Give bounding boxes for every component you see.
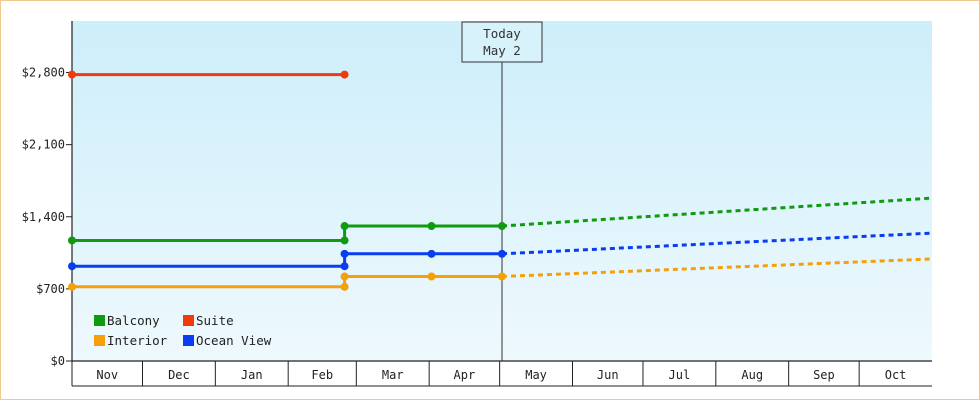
balcony-point — [340, 222, 349, 231]
suite-legend-swatch — [183, 315, 194, 326]
ocean-view-point — [427, 249, 436, 258]
y-tick-label: $0 — [51, 354, 65, 368]
y-tick-label: $700 — [36, 282, 65, 296]
ocean-view-point — [498, 249, 506, 258]
ocean-view-legend-label: Ocean View — [196, 333, 272, 348]
series-layer — [68, 70, 930, 291]
interior-point — [427, 272, 436, 281]
x-tick-label: Aug — [741, 368, 763, 382]
x-tick-label: Nov — [96, 368, 118, 382]
x-tick-label: Jul — [669, 368, 691, 382]
ocean-view-point — [340, 262, 349, 271]
interior-point — [498, 272, 506, 281]
ocean-view-point — [340, 249, 349, 258]
x-tick-label: Mar — [382, 368, 404, 382]
interior-legend-label: Interior — [107, 333, 168, 348]
today-label: Today — [483, 26, 521, 41]
today-date: May 2 — [483, 43, 521, 58]
today-box — [461, 21, 543, 63]
x-axis: Nov Dec Jan Feb Mar Apr May Jun Jul Aug Sep Oct — [71, 360, 932, 387]
today-marker: Today May 2 — [461, 21, 543, 361]
ocean-view-point — [68, 262, 76, 271]
x-tick-label: Jan — [241, 368, 263, 382]
balcony-point — [340, 236, 349, 245]
y-tick-label: $2,800 — [22, 66, 65, 80]
y-tick-label: $1,400 — [22, 210, 65, 224]
x-tick-label: Sep — [813, 368, 835, 382]
interior-legend-swatch — [94, 335, 105, 346]
x-tick-label: Apr — [454, 368, 476, 382]
x-tick-label: Dec — [168, 368, 190, 382]
y-axis: $0 $700 $1,400 $2,100 $2,800 — [22, 21, 73, 368]
suite-point — [340, 70, 349, 79]
balcony-point — [68, 236, 76, 245]
ocean-view-legend-swatch — [183, 335, 194, 346]
x-tick-label: Feb — [311, 368, 333, 382]
interior-point — [340, 282, 349, 291]
interior-point — [340, 272, 349, 281]
suite-legend-label: Suite — [196, 313, 234, 328]
balcony-legend-label: Balcony — [107, 313, 160, 328]
y-tick-label: $2,100 — [22, 138, 65, 152]
x-tick-label: May — [525, 368, 547, 382]
balcony-legend-swatch — [94, 315, 105, 326]
balcony-point — [498, 222, 506, 231]
suite-point — [68, 70, 76, 79]
balcony-point — [427, 222, 436, 231]
interior-point — [68, 282, 76, 291]
legend: Balcony Suite Interior Ocean View — [94, 313, 272, 348]
x-tick-label: Jun — [597, 368, 619, 382]
x-tick-label: Oct — [885, 368, 907, 382]
